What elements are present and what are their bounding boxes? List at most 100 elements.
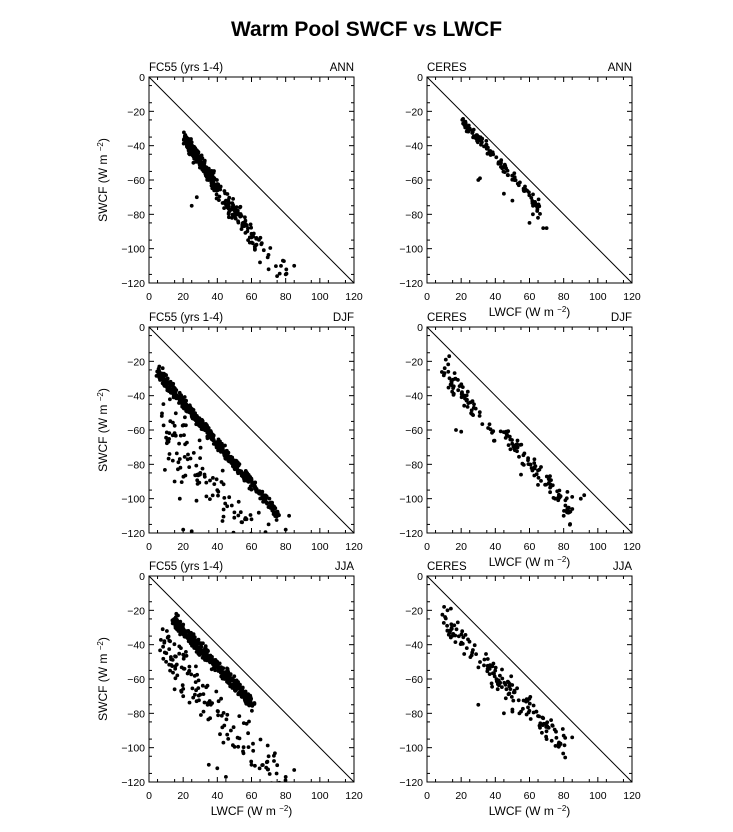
data-point <box>272 759 276 763</box>
data-point <box>253 484 257 488</box>
data-point <box>158 648 163 653</box>
data-point <box>451 391 456 396</box>
data-point <box>239 686 244 691</box>
data-point <box>529 196 534 200</box>
data-point <box>192 646 197 650</box>
data-point <box>178 631 183 636</box>
data-point <box>446 632 451 637</box>
y-tick-label: 0 <box>139 72 145 84</box>
panel-djf-model: 0 20 40 60 80 100 120 0 −20 −40 −60 −80 −100 −120 FC55… <box>96 312 363 563</box>
data-point <box>258 496 263 501</box>
data-point <box>445 623 449 628</box>
data-point <box>281 258 285 263</box>
data-point <box>213 177 217 182</box>
data-point <box>475 140 480 145</box>
data-point <box>515 438 520 443</box>
data-point <box>237 462 242 466</box>
panel-jja-model: 0 20 40 60 80 100 120 0 −20 −40 −60 −80 −100 −120 FC55… <box>96 561 363 818</box>
data-point <box>248 222 253 227</box>
data-point <box>214 196 219 201</box>
y-tick-label: −120 <box>399 528 423 540</box>
data-point <box>172 687 177 692</box>
data-point <box>532 466 537 471</box>
data-point <box>211 476 215 480</box>
data-point <box>528 695 533 699</box>
data-point <box>478 660 482 664</box>
data-point <box>226 681 231 685</box>
data-point <box>199 713 203 717</box>
data-point <box>204 424 209 429</box>
data-point <box>243 218 248 223</box>
y-tick-label: −100 <box>399 743 423 755</box>
data-point <box>252 701 257 705</box>
data-point <box>279 559 283 563</box>
data-point <box>459 429 464 434</box>
data-point <box>550 483 555 488</box>
data-point <box>176 467 180 472</box>
data-point <box>231 203 236 208</box>
data-point <box>162 639 167 644</box>
data-point <box>492 438 496 443</box>
data-point <box>233 538 237 542</box>
data-point <box>505 679 510 684</box>
data-point <box>171 670 175 675</box>
data-point <box>295 813 299 817</box>
data-point <box>170 621 175 626</box>
panel-season-label: DJF <box>333 312 354 324</box>
data-point <box>175 673 180 678</box>
y-axis-label: SWCF (W m −2) <box>96 388 111 472</box>
data-point <box>553 496 557 501</box>
data-point <box>544 474 549 479</box>
y-tick-label: −120 <box>399 278 423 290</box>
data-point <box>206 701 210 705</box>
data-point <box>241 751 246 756</box>
panel-source-label: FC55 (yrs 1-4) <box>149 561 223 573</box>
data-point <box>509 695 514 699</box>
data-point <box>504 687 509 692</box>
data-point <box>486 426 490 430</box>
data-point <box>184 402 189 407</box>
data-point <box>277 271 282 276</box>
data-point <box>511 690 516 695</box>
data-point <box>244 696 249 700</box>
data-point <box>249 531 253 533</box>
data-point <box>470 412 474 416</box>
data-point <box>223 501 228 506</box>
x-tick-label: 80 <box>280 291 292 303</box>
data-point <box>191 160 196 165</box>
data-point <box>225 192 230 196</box>
data-point <box>173 676 178 681</box>
y-tick-label: 0 <box>417 322 423 334</box>
data-point <box>273 751 277 756</box>
data-point <box>258 260 262 265</box>
data-point <box>527 221 532 225</box>
data-point <box>237 736 242 741</box>
y-tick-label: −20 <box>405 356 423 368</box>
data-point <box>453 633 458 638</box>
data-point <box>259 241 264 246</box>
data-point <box>199 153 204 158</box>
data-point <box>531 212 535 217</box>
data-point <box>491 661 496 666</box>
data-point <box>175 394 180 399</box>
data-point <box>488 149 493 153</box>
data-point <box>511 698 516 703</box>
data-point <box>463 633 468 637</box>
data-point <box>562 743 567 748</box>
x-tick-label: 80 <box>280 541 292 553</box>
data-point <box>267 555 271 559</box>
data-point <box>556 495 561 499</box>
data-point <box>163 468 167 472</box>
data-point <box>199 419 204 424</box>
data-point <box>468 400 473 405</box>
data-point <box>180 625 185 630</box>
data-point <box>246 226 250 231</box>
x-tick-label: 100 <box>311 291 329 303</box>
y-tick-label: −60 <box>405 425 423 437</box>
data-point <box>187 403 192 408</box>
data-point <box>564 496 569 501</box>
data-point <box>196 678 201 683</box>
data-point <box>275 274 279 278</box>
data-point <box>177 400 182 404</box>
data-point <box>578 496 583 501</box>
